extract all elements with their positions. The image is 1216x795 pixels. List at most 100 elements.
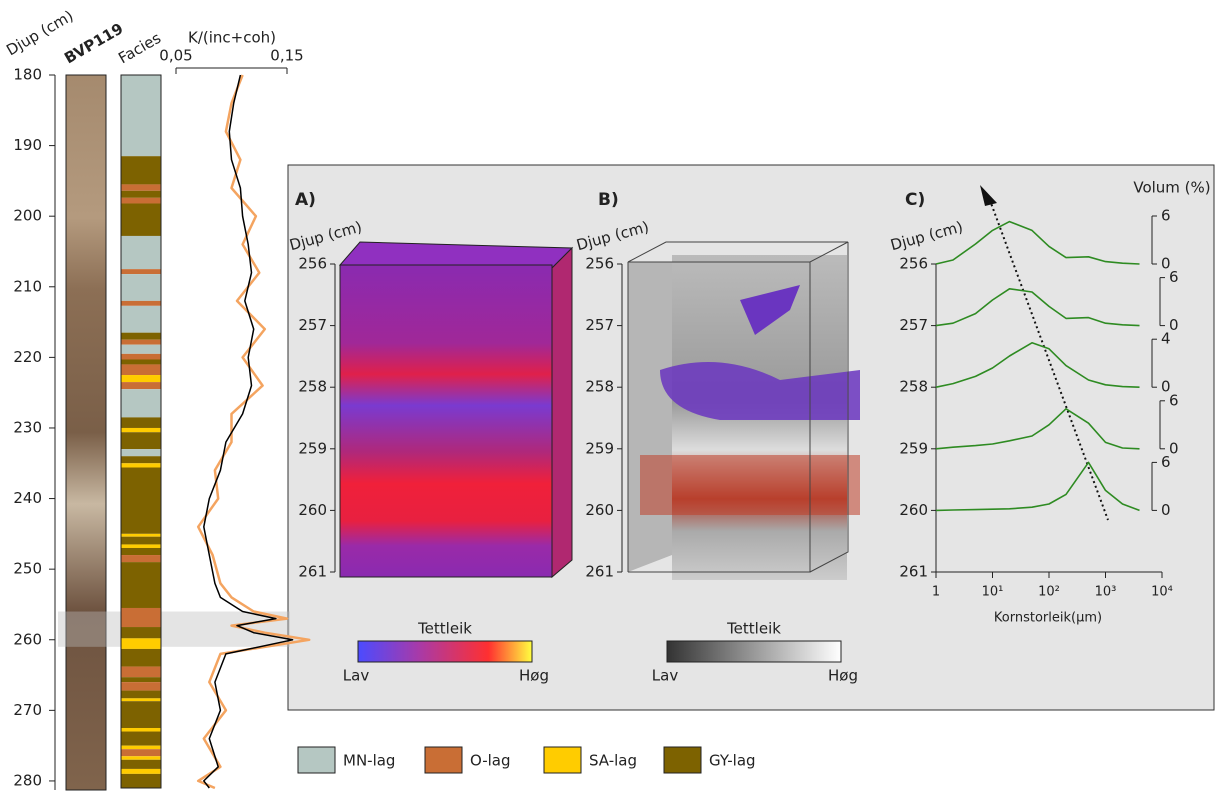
colorbar-title: Tettleik — [726, 620, 781, 638]
depth-tick-label: 230 — [13, 418, 42, 436]
colorbar-low: Lav — [652, 667, 679, 685]
facies-layer — [121, 682, 161, 691]
highlight-band — [58, 611, 290, 647]
panel-tick-label: 256 — [298, 255, 327, 273]
colorbar — [357, 640, 533, 663]
panel-label: B) — [598, 190, 619, 210]
core-label: BVP119 — [61, 19, 126, 67]
facies-layer — [121, 197, 161, 204]
facies-frame — [120, 74, 162, 789]
c-x-tick-label: 10⁴ — [1151, 585, 1173, 600]
c-x-label: Kornstorleik(µm) — [994, 611, 1102, 626]
ct-feature — [640, 455, 860, 515]
depth-tick-label: 190 — [13, 136, 42, 154]
facies-layer — [121, 756, 161, 760]
facies-layer — [121, 274, 161, 301]
volume-tick-label: 0 — [1169, 316, 1179, 334]
volume-tick-label: 0 — [1161, 255, 1171, 273]
depth-tick-label: 220 — [13, 348, 42, 366]
facies-layer — [121, 607, 161, 628]
ct-feature — [740, 285, 800, 335]
legend-label: GY-lag — [709, 752, 756, 770]
panel-tick-label: 261 — [298, 563, 327, 581]
panel-tick-label: 257 — [298, 316, 327, 334]
panel-tick-label: 260 — [585, 501, 614, 519]
facies-layer — [121, 344, 161, 354]
panel-tick-label: 257 — [899, 316, 928, 334]
panel-tick-label: 259 — [298, 439, 327, 457]
facies-layer — [121, 449, 161, 457]
legend-label: O-lag — [470, 752, 511, 770]
gsd-curve — [935, 220, 1140, 265]
panel-tick-label: 256 — [585, 255, 614, 273]
gsd-curve — [935, 408, 1140, 450]
volume-tick-label: 0 — [1161, 501, 1171, 519]
depth-tick-label: 210 — [13, 277, 42, 295]
gsd-curve — [935, 288, 1140, 327]
facies-layer — [121, 773, 161, 788]
colorbar — [666, 640, 842, 663]
facies-layer — [121, 389, 161, 418]
depth-tick-label: 280 — [13, 771, 42, 789]
cube-front — [339, 264, 553, 578]
k-series — [196, 74, 311, 790]
volume-tick-label: 0 — [1169, 439, 1179, 457]
ct-side — [628, 262, 672, 572]
facies-layer — [121, 359, 161, 365]
trend-arrow — [980, 185, 997, 206]
facies-layer — [121, 417, 161, 428]
panel-tick-label: 259 — [899, 439, 928, 457]
volume-tick-label: 6 — [1169, 268, 1179, 286]
facies-layer — [121, 305, 161, 333]
facies-layer — [121, 536, 161, 545]
facies-layer — [121, 332, 161, 340]
depth-tick-label: 270 — [13, 701, 42, 719]
gsd-curve — [935, 461, 1140, 512]
facies-layer — [121, 638, 161, 649]
panel-label: C) — [905, 190, 925, 210]
legend-label: SA-lag — [589, 752, 637, 770]
c-x-tick-label: 1 — [932, 585, 940, 600]
facies-layer — [121, 75, 161, 157]
facies-layer — [121, 463, 161, 468]
facies-layer — [121, 353, 161, 360]
volume-tick-label: 4 — [1161, 330, 1171, 348]
facies-layer — [121, 156, 161, 185]
legend-label: MN-lag — [343, 752, 395, 770]
depth-tick-label: 200 — [13, 207, 42, 225]
facies-layer — [121, 235, 161, 270]
cube-side — [551, 246, 573, 579]
k-tick-label: 0,05 — [159, 47, 192, 65]
facies-layer — [121, 701, 161, 728]
facies-layer — [121, 375, 161, 383]
depth-tick-label: 240 — [13, 489, 42, 507]
panel-tick-label: 257 — [585, 316, 614, 334]
facies-layer — [121, 627, 161, 639]
facies-layer — [121, 749, 161, 757]
panel-tick-label: 258 — [899, 378, 928, 396]
colorbar-high: Høg — [828, 667, 858, 685]
facies-layer — [121, 456, 161, 464]
facies-layer — [121, 562, 161, 608]
facies-layer — [121, 364, 161, 376]
facies-layer — [121, 745, 161, 750]
c-volume-label: Volum (%) — [1133, 179, 1210, 197]
facies-layer — [121, 544, 161, 548]
facies-layer — [121, 727, 161, 732]
facies-layer — [121, 382, 161, 390]
facies-layer — [121, 427, 161, 433]
facies-layer — [121, 666, 161, 678]
facies-layer — [121, 533, 161, 537]
facies-layer — [121, 432, 161, 450]
facies-layer — [121, 648, 161, 667]
panel-tick-label: 259 — [585, 439, 614, 457]
volume-tick-label: 6 — [1161, 207, 1171, 225]
k-series — [203, 74, 294, 789]
depth-tick-label: 250 — [13, 560, 42, 578]
core-image — [65, 74, 107, 791]
gsd-curve — [935, 342, 1140, 388]
colorbar-low: Lav — [343, 667, 370, 685]
volume-tick-label: 6 — [1161, 453, 1171, 471]
colorbar-high: Høg — [519, 667, 549, 685]
